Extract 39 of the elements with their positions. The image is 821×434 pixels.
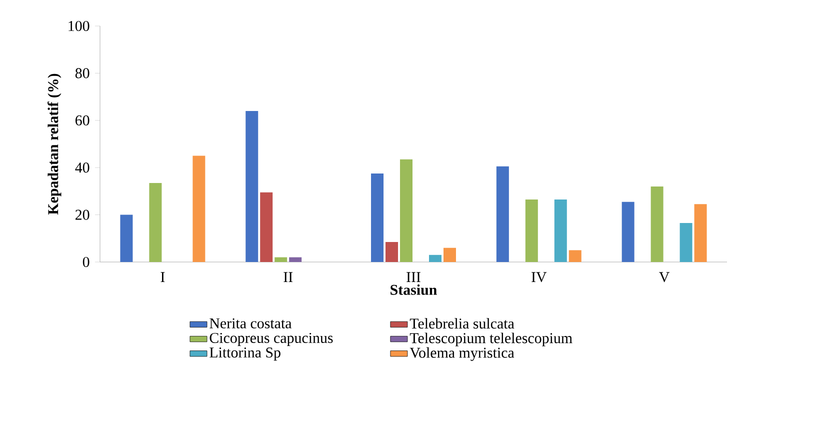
y-axis-title: Kepadatan relatif (%) xyxy=(48,74,62,215)
y-tick-label: 80 xyxy=(75,68,90,78)
bar xyxy=(568,250,582,262)
x-tick-label: III xyxy=(406,272,420,282)
y-tick-label: 60 xyxy=(76,115,90,126)
bar xyxy=(622,202,634,262)
legend-label: Littorina Sp xyxy=(210,348,280,361)
bar xyxy=(400,159,413,262)
x-tick-label: V xyxy=(659,272,670,282)
legend-label: Cicopreus capucinus xyxy=(210,332,333,346)
bar xyxy=(274,257,288,262)
bar xyxy=(386,242,398,262)
y-tick-label: 40 xyxy=(75,162,90,173)
y-tick-label: 20 xyxy=(76,210,90,220)
bar xyxy=(149,182,162,262)
bar xyxy=(371,173,384,262)
bar xyxy=(260,192,273,262)
x-tick-label: IV xyxy=(532,272,547,282)
legend-label: Telebrelia sulcata xyxy=(410,318,514,329)
bar xyxy=(554,199,567,262)
bar xyxy=(120,214,133,262)
bar xyxy=(650,186,664,262)
bar xyxy=(694,204,707,262)
x-tick-label: I xyxy=(160,272,165,282)
legend-label: Volema myristica xyxy=(410,347,514,361)
bar xyxy=(525,199,538,262)
y-tick-label: 100 xyxy=(68,20,90,32)
y-tick-label: 0 xyxy=(82,256,90,268)
bar xyxy=(428,254,442,262)
bar xyxy=(246,110,258,262)
bar xyxy=(192,156,206,262)
x-axis-title: Stasiun xyxy=(390,284,437,295)
legend-label: Nerita costata xyxy=(210,318,292,328)
x-tick-label: II xyxy=(284,272,293,282)
bar xyxy=(289,257,302,262)
bar xyxy=(443,248,456,262)
legend-label: Telescopium telelescopium xyxy=(410,332,572,346)
bar xyxy=(496,166,509,262)
bar xyxy=(680,223,692,262)
